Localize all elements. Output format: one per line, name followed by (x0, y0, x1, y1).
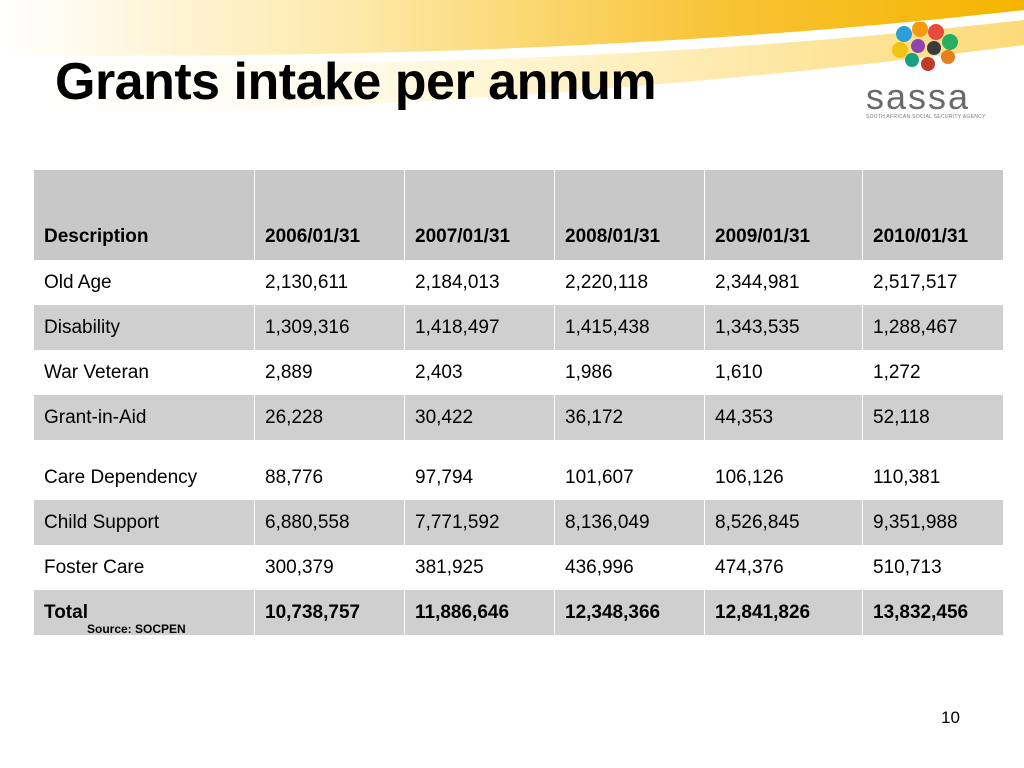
cell-description: Old Age (34, 260, 255, 305)
cell-description: Care Dependency (34, 455, 255, 500)
cell-value: 7,771,592 (405, 500, 555, 545)
cell-value: 436,996 (555, 545, 705, 590)
total-value: 12,348,366 (555, 590, 705, 635)
cell-value: 1,415,438 (555, 305, 705, 350)
cell-value: 2,403 (405, 350, 555, 395)
cell-description: Disability (34, 305, 255, 350)
cell-value: 2,220,118 (555, 260, 705, 305)
cell-value: 2,344,981 (705, 260, 863, 305)
cell-value: 2,184,013 (405, 260, 555, 305)
total-value: 11,886,646 (405, 590, 555, 635)
cell-value: 106,126 (705, 455, 863, 500)
cell-value: 30,422 (405, 395, 555, 440)
cell-value: 1,288,467 (863, 305, 1004, 350)
cell-description: Grant-in-Aid (34, 395, 255, 440)
header-2010: 2010/01/31 (863, 170, 1004, 260)
source-note: Source: SOCPEN (87, 622, 186, 636)
cell-value: 2,889 (255, 350, 405, 395)
table-header-row: Description 2006/01/31 2007/01/31 2008/0… (34, 170, 1004, 260)
cell-value: 44,353 (705, 395, 863, 440)
cell-value: 6,880,558 (255, 500, 405, 545)
cell-value: 474,376 (705, 545, 863, 590)
table-spacer-row (34, 440, 1004, 455)
table-row: Child Support 6,880,558 7,771,592 8,136,… (34, 500, 1004, 545)
total-value: 13,832,456 (863, 590, 1004, 635)
header-2008: 2008/01/31 (555, 170, 705, 260)
cell-value: 300,379 (255, 545, 405, 590)
table-row: War Veteran 2,889 2,403 1,986 1,610 1,27… (34, 350, 1004, 395)
header-2009: 2009/01/31 (705, 170, 863, 260)
cell-value: 2,517,517 (863, 260, 1004, 305)
table-total-row: Total 10,738,757 11,886,646 12,348,366 1… (34, 590, 1004, 635)
cell-value: 97,794 (405, 455, 555, 500)
cell-value: 1,418,497 (405, 305, 555, 350)
header-description: Description (34, 170, 255, 260)
cell-value: 1,610 (705, 350, 863, 395)
page-number: 10 (941, 708, 960, 727)
total-label: Total (34, 590, 255, 635)
total-value: 12,841,826 (705, 590, 863, 635)
table-row: Grant-in-Aid 26,228 30,422 36,172 44,353… (34, 395, 1004, 440)
cell-value: 88,776 (255, 455, 405, 500)
cell-value: 52,118 (863, 395, 1004, 440)
sassa-hands-logo (892, 22, 958, 71)
cell-value: 381,925 (405, 545, 555, 590)
cell-value: 2,130,611 (255, 260, 405, 305)
table-row: Old Age 2,130,611 2,184,013 2,220,118 2,… (34, 260, 1004, 305)
table-row: Foster Care 300,379 381,925 436,996 474,… (34, 545, 1004, 590)
table-row: Disability 1,309,316 1,418,497 1,415,438… (34, 305, 1004, 350)
cell-description: Foster Care (34, 545, 255, 590)
cell-value: 1,343,535 (705, 305, 863, 350)
cell-value: 1,986 (555, 350, 705, 395)
cell-description: Child Support (34, 500, 255, 545)
table-row: Care Dependency 88,776 97,794 101,607 10… (34, 455, 1004, 500)
cell-description: War Veteran (34, 350, 255, 395)
cell-value: 8,526,845 (705, 500, 863, 545)
header-2007: 2007/01/31 (405, 170, 555, 260)
cell-value: 9,351,988 (863, 500, 1004, 545)
logo-tagline: SOUTH AFRICAN SOCIAL SECURITY AGENCY (866, 114, 986, 120)
total-value: 10,738,757 (255, 590, 405, 635)
cell-value: 36,172 (555, 395, 705, 440)
cell-value: 8,136,049 (555, 500, 705, 545)
yellow-swoosh-decoration (0, 0, 1024, 118)
logo-wordmark: sassa (866, 76, 971, 117)
cell-value: 101,607 (555, 455, 705, 500)
cell-value: 110,381 (863, 455, 1004, 500)
header-2006: 2006/01/31 (255, 170, 405, 260)
cell-value: 1,272 (863, 350, 1004, 395)
slide-title: Grants intake per annum (55, 53, 657, 111)
cell-value: 1,309,316 (255, 305, 405, 350)
grants-table: Description 2006/01/31 2007/01/31 2008/0… (34, 170, 1004, 635)
cell-value: 510,713 (863, 545, 1004, 590)
cell-value: 26,228 (255, 395, 405, 440)
